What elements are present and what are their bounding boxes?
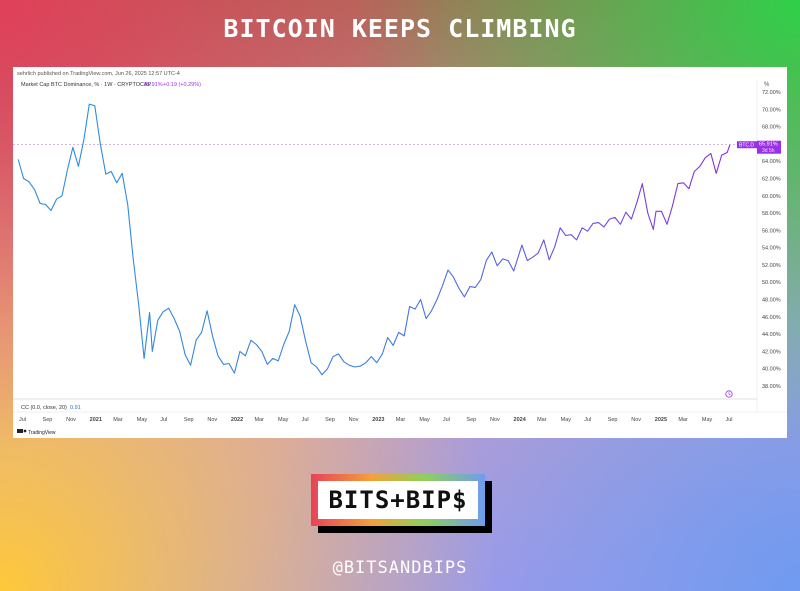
x-tick-label: Jul xyxy=(160,417,167,423)
x-tick-label: Sep xyxy=(184,417,194,423)
x-tick-label: Nov xyxy=(207,417,217,423)
x-tick-label: 2025 xyxy=(655,417,667,423)
price-tag-value-box xyxy=(757,140,781,154)
y-tick-label: 68.00% xyxy=(762,125,781,131)
y-tick-label: 72.00% xyxy=(762,90,781,96)
y-tick-label: 54.00% xyxy=(762,246,781,252)
price-tag-symbol-box xyxy=(737,141,757,149)
y-tick-label: 62.00% xyxy=(762,176,781,182)
headline-title: BITCOIN KEEPS CLIMBING xyxy=(223,14,577,43)
y-tick-label: 52.00% xyxy=(762,263,781,269)
price-tag-countdown: 3d 5h xyxy=(762,148,775,154)
social-handle: @BITSANDBIPS xyxy=(332,558,468,578)
y-tick-label: 40.00% xyxy=(762,367,781,373)
tradingview-logo-icon xyxy=(17,429,27,433)
unit-label: % xyxy=(764,82,770,88)
x-tick-label: Jul xyxy=(19,417,26,423)
x-tick-label: Nov xyxy=(490,417,500,423)
y-tick-label: 44.00% xyxy=(762,332,781,338)
legend-series: Market Cap BTC Dominance, % · 1W · CRYPT… xyxy=(21,82,152,88)
x-tick-label: Mar xyxy=(537,417,547,423)
price-tag-symbol: BTC.D xyxy=(739,143,754,149)
legend-value: 65.91% xyxy=(144,82,163,88)
x-tick-label: May xyxy=(419,417,430,423)
x-tick-label: Sep xyxy=(325,417,335,423)
tradingview-brand: TradingView xyxy=(28,430,56,436)
x-tick-label: 2024 xyxy=(514,417,527,423)
x-tick-label: Nov xyxy=(631,417,641,423)
chart-panel: sehrlich published on TradingView.com, J… xyxy=(13,67,787,438)
x-tick-label: May xyxy=(137,417,148,423)
x-tick-label: Jul xyxy=(302,417,309,423)
x-tick-label: May xyxy=(561,417,572,423)
publish-note: sehrlich published on TradingView.com, J… xyxy=(17,71,180,77)
btc-dominance-chart: sehrlich published on TradingView.com, J… xyxy=(13,71,787,436)
x-tick-label: Jul xyxy=(584,417,591,423)
indicator-label: CC (0.0, close, 20) xyxy=(21,405,67,411)
y-tick-label: 64.00% xyxy=(762,159,781,165)
x-tick-label: Mar xyxy=(396,417,406,423)
y-tick-label: 70.00% xyxy=(762,107,781,113)
y-tick-label: 42.00% xyxy=(762,349,781,355)
x-tick-label: 2022 xyxy=(231,417,243,423)
y-tick-label: 46.00% xyxy=(762,315,781,321)
x-tick-label: Nov xyxy=(349,417,359,423)
x-tick-label: Mar xyxy=(678,417,688,423)
x-tick-label: Nov xyxy=(66,417,76,423)
legend-change: +0.19 (+0.29%) xyxy=(163,82,201,88)
x-tick-label: May xyxy=(278,417,289,423)
y-tick-label: 38.00% xyxy=(762,384,781,390)
indicator-value: 0.91 xyxy=(70,405,81,411)
y-tick-label: 50.00% xyxy=(762,280,781,286)
x-tick-label: Jul xyxy=(443,417,450,423)
x-tick-label: Sep xyxy=(466,417,476,423)
y-tick-label: 56.00% xyxy=(762,228,781,234)
x-tick-label: May xyxy=(702,417,713,423)
x-tick-label: Mar xyxy=(113,417,123,423)
x-tick-label: Mar xyxy=(254,417,264,423)
logo-text: BITS+BIP$ xyxy=(318,481,478,519)
x-tick-label: 2023 xyxy=(372,417,384,423)
alert-clock-icon[interactable] xyxy=(725,390,733,398)
x-tick-label: Sep xyxy=(608,417,618,423)
price-tag-value: 65.91% xyxy=(759,142,778,148)
x-tick-label: Jul xyxy=(725,417,732,423)
price-tag: BTC.D 65.91% 3d 5h xyxy=(737,140,781,154)
x-tick-label: Sep xyxy=(43,417,53,423)
bits-bips-logo: BITS+BIP$ xyxy=(311,474,485,526)
x-tick-label: 2021 xyxy=(90,417,102,423)
y-tick-label: 58.00% xyxy=(762,211,781,217)
y-tick-label: 60.00% xyxy=(762,194,781,200)
y-tick-label: 48.00% xyxy=(762,298,781,304)
btc-dominance-line xyxy=(17,103,731,376)
